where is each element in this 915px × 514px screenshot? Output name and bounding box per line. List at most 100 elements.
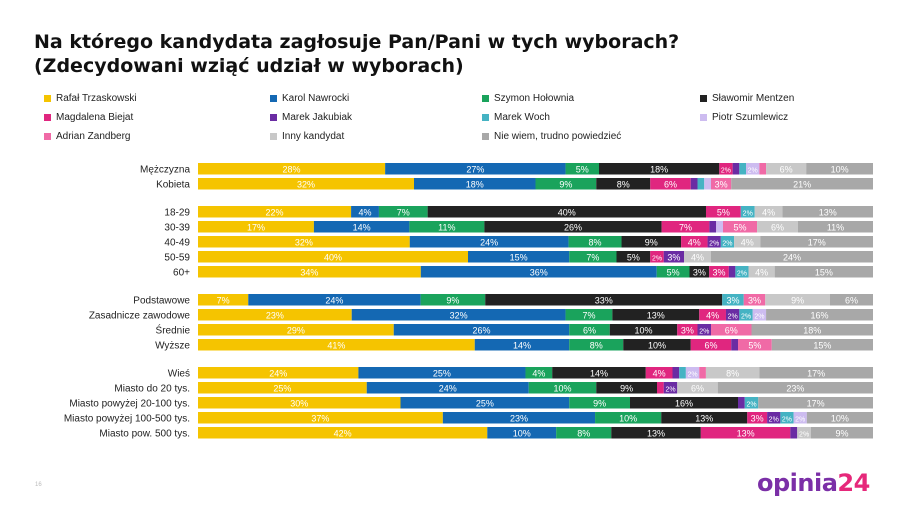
opinia24-logo: opinia24	[757, 469, 870, 497]
bar-segment	[621, 236, 682, 248]
data-label: 3%	[726, 295, 739, 305]
data-label: 32%	[295, 237, 313, 247]
bar-segment	[420, 266, 657, 278]
data-label: 21%	[793, 179, 811, 189]
data-label: 11%	[438, 222, 455, 232]
bar-segment	[681, 236, 708, 248]
bar-segment	[811, 427, 873, 439]
data-label: 2%	[728, 313, 738, 320]
data-label: 2%	[699, 328, 709, 335]
data-label: 18%	[803, 325, 821, 335]
data-label: 6%	[691, 383, 704, 393]
data-label: 4%	[688, 237, 701, 247]
data-label: 41%	[327, 340, 345, 350]
bar-segment	[487, 427, 557, 439]
data-label: 5%	[717, 207, 730, 217]
bar-segment	[198, 206, 352, 218]
bar-segment	[198, 324, 394, 336]
legend-swatch	[482, 133, 489, 140]
legend-swatch	[44, 95, 51, 102]
data-label: 3%	[751, 413, 764, 423]
category-label: Miasto pow. 500 tys.	[99, 429, 190, 440]
bar-segment	[612, 309, 700, 321]
data-label: 8%	[590, 340, 603, 350]
bar-segment	[711, 324, 752, 336]
data-label: 3%	[667, 252, 680, 262]
bar-segment	[719, 163, 733, 175]
data-label: 8%	[577, 428, 590, 438]
data-label: 14%	[513, 340, 531, 350]
bar-segment	[420, 294, 486, 306]
bar-segment	[677, 324, 698, 336]
data-label: 7%	[397, 207, 410, 217]
data-label: 2%	[795, 416, 805, 423]
bar-segment	[596, 178, 651, 190]
data-label: 17%	[808, 237, 826, 247]
data-label: 4%	[653, 368, 666, 378]
logo-text-24: 24	[837, 469, 870, 497]
category-label: Miasto do 20 tys.	[114, 384, 190, 395]
data-label: 25%	[476, 398, 494, 408]
legend-label: Magdalena Biejat	[56, 112, 134, 123]
data-label: 18%	[466, 179, 484, 189]
bar-segment	[556, 427, 612, 439]
bar-segment	[790, 427, 798, 439]
bar-segment	[565, 163, 599, 175]
bar-segment	[198, 163, 386, 175]
data-label: 40%	[324, 252, 342, 262]
category-label: Zasadnicze zawodowe	[89, 311, 191, 322]
data-label: 36%	[530, 267, 548, 277]
bar-segment	[759, 367, 873, 379]
bar-segment	[198, 412, 443, 424]
data-label: 24%	[439, 383, 457, 393]
bar-segment	[771, 339, 873, 351]
data-label: 2%	[737, 270, 747, 277]
bar-segment	[717, 382, 873, 394]
legend-label: Szymon Hołownia	[494, 93, 575, 104]
bar-segment	[656, 266, 690, 278]
bar-segment	[709, 266, 729, 278]
bar-segment	[711, 178, 732, 190]
bar-segment	[806, 412, 873, 424]
legend-label: Marek Jakubiak	[282, 112, 353, 123]
data-label: 8%	[617, 179, 630, 189]
data-label: 4%	[532, 368, 545, 378]
data-label: 16%	[675, 398, 693, 408]
data-label: 26%	[472, 325, 490, 335]
bar-segment	[705, 206, 741, 218]
data-label: 10%	[513, 428, 531, 438]
bar-segment	[596, 382, 657, 394]
bar-segment	[525, 367, 553, 379]
bar-segment	[198, 236, 410, 248]
data-label: 25%	[273, 383, 291, 393]
bar-segment	[798, 221, 873, 233]
data-label: 5%	[576, 164, 589, 174]
legend-label: Inny kandydat	[282, 131, 345, 142]
data-label: 6%	[845, 295, 858, 305]
data-label: 9%	[645, 237, 658, 247]
data-label: 28%	[283, 164, 301, 174]
chart-title: Na którego kandydata zagłosuje Pan/Pani …	[34, 30, 679, 78]
bar-segment	[780, 412, 794, 424]
bar-segment	[699, 367, 706, 379]
legend-item: Nie wiem, trudno powiedzieć	[482, 131, 621, 142]
bar-segment	[661, 221, 710, 233]
bar-segment	[793, 412, 807, 424]
bar-segment	[738, 339, 772, 351]
data-label: 4%	[755, 267, 768, 277]
category-label: Mężczyzna	[140, 165, 190, 176]
data-label: 17%	[807, 368, 825, 378]
data-label: 10%	[553, 383, 571, 393]
bar-segment	[569, 397, 630, 409]
legend-item: Szymon Hołownia	[482, 93, 574, 104]
data-label: 3%	[712, 267, 725, 277]
bar-segment	[767, 412, 781, 424]
data-label: 8%	[589, 237, 602, 247]
data-label: 7%	[582, 310, 595, 320]
data-label: 32%	[297, 179, 315, 189]
data-label: 7%	[586, 252, 599, 262]
bar-segment	[198, 309, 352, 321]
bar-segment	[731, 339, 738, 351]
bar-segment	[697, 324, 711, 336]
bar-segment	[528, 382, 597, 394]
